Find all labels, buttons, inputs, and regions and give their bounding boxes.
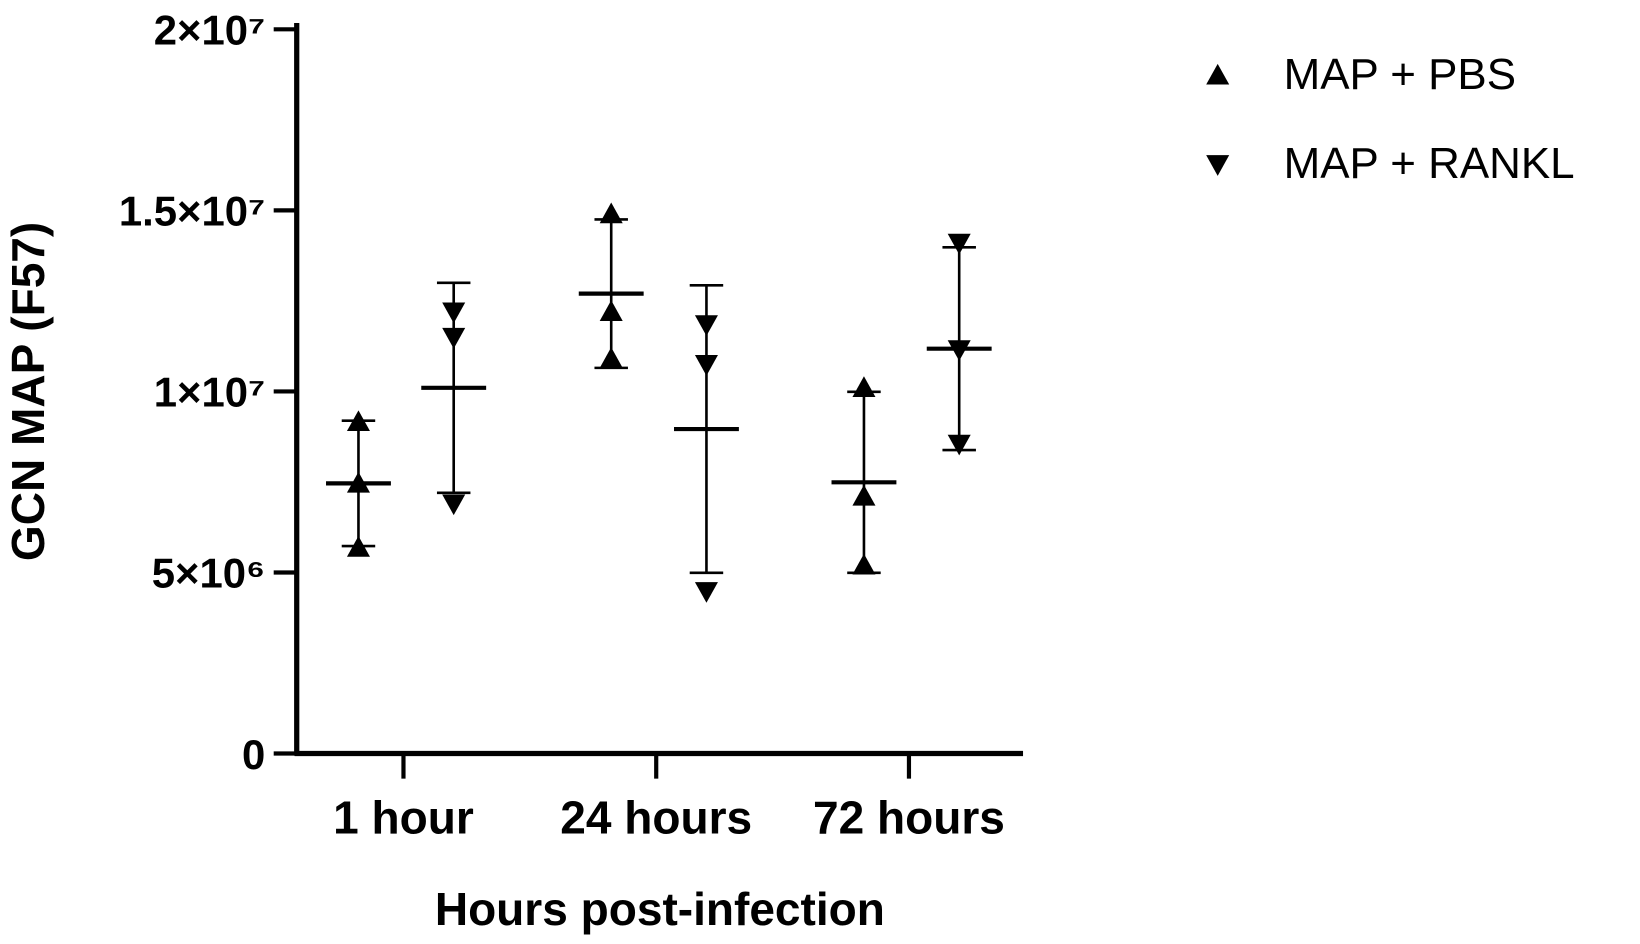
x-tick-label: 1 hour	[333, 792, 474, 844]
legend-marker	[1206, 155, 1230, 176]
y-axis-label: GCN MAP (F57)	[2, 222, 54, 561]
data-point	[947, 434, 971, 456]
data-point	[852, 376, 876, 398]
data-point	[599, 202, 623, 224]
legend-marker	[1206, 63, 1230, 85]
y-tick-label: 2×10⁷	[154, 7, 266, 54]
y-tick-label: 5×10⁶	[152, 550, 266, 597]
y-tick-label: 0	[242, 731, 265, 778]
data-point	[599, 300, 623, 321]
legend-label: MAP + RANKL	[1284, 139, 1575, 188]
data-point	[694, 355, 718, 376]
data-point	[852, 484, 876, 506]
y-tick-label: 1×10⁷	[154, 369, 266, 416]
legend-label: MAP + PBS	[1284, 50, 1516, 99]
x-axis-label: Hours post-infection	[435, 883, 885, 935]
data-point	[346, 535, 370, 557]
data-point	[346, 471, 370, 493]
data-point	[599, 347, 623, 369]
data-point	[947, 233, 971, 255]
data-point	[442, 494, 466, 516]
data-point	[442, 327, 466, 349]
data-point	[442, 302, 466, 324]
data-point	[694, 315, 718, 336]
data-point	[852, 553, 876, 575]
y-tick-label: 1.5×10⁷	[119, 188, 265, 235]
x-tick-label: 24 hours	[560, 792, 752, 844]
data-point	[346, 410, 370, 432]
data-point	[947, 340, 971, 361]
x-tick-label: 72 hours	[813, 792, 1005, 844]
data-point	[694, 582, 718, 603]
